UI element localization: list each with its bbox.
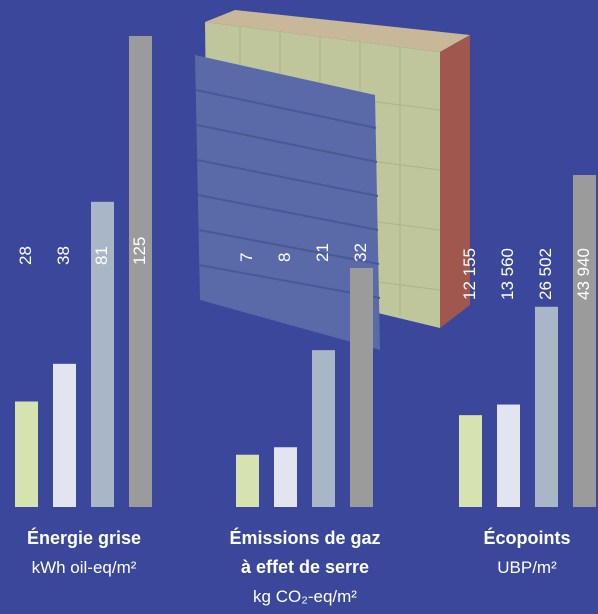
bar bbox=[535, 306, 558, 507]
group-title: à effet de serre bbox=[241, 557, 369, 577]
value-label: 8 bbox=[275, 253, 294, 262]
value-label: 38 bbox=[54, 246, 73, 265]
value-label: 28 bbox=[16, 246, 35, 265]
group-title: Énergie grise bbox=[27, 527, 141, 548]
value-label: 7 bbox=[237, 253, 256, 262]
wall-illustration bbox=[195, 10, 470, 350]
bar bbox=[312, 350, 335, 507]
value-label: 32 bbox=[351, 243, 370, 262]
value-label: 12 155 bbox=[460, 248, 479, 300]
bar bbox=[497, 404, 520, 507]
bar bbox=[573, 175, 596, 507]
value-label: 21 bbox=[313, 243, 332, 262]
group-title: Émissions de gaz bbox=[229, 527, 380, 548]
bar bbox=[91, 201, 114, 508]
bar bbox=[459, 415, 482, 507]
bar bbox=[15, 401, 38, 507]
bar bbox=[274, 447, 297, 507]
unit-label: kg CO₂-eq/m² bbox=[253, 587, 357, 606]
value-label: 81 bbox=[92, 246, 111, 265]
bar bbox=[350, 268, 373, 507]
bar bbox=[129, 36, 152, 507]
value-label: 43 940 bbox=[574, 248, 593, 300]
value-label: 125 bbox=[130, 237, 149, 265]
bar bbox=[53, 363, 76, 507]
bar bbox=[236, 454, 259, 507]
unit-label: UBP/m² bbox=[497, 558, 557, 577]
group-title: Écopoints bbox=[483, 527, 570, 548]
value-label: 26 502 bbox=[536, 248, 555, 300]
value-label: 13 560 bbox=[498, 248, 517, 300]
unit-label: kWh oil-eq/m² bbox=[32, 558, 137, 577]
